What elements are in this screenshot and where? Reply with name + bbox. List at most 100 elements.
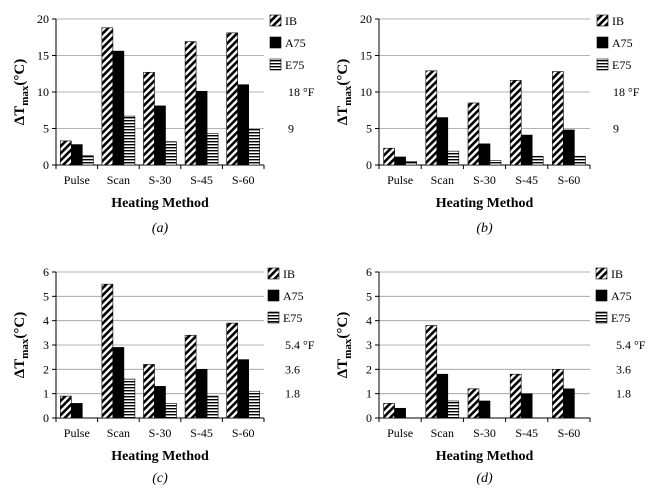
secondary-tick-label: 1.8	[616, 387, 631, 401]
bar	[101, 27, 114, 166]
y-tick-label: 3	[43, 338, 49, 352]
x-axis-title: Heating Method	[436, 196, 534, 211]
bar	[520, 134, 533, 166]
x-tick-label: Pulse	[64, 426, 90, 440]
y-tick-label: 1	[43, 387, 49, 401]
y-tick-label: 0	[43, 411, 49, 425]
secondary-tick-label: 5.4 °F	[616, 338, 646, 352]
y-tick-label: 10	[360, 85, 372, 99]
bar	[112, 347, 125, 419]
bar	[195, 90, 208, 166]
bar	[143, 71, 155, 166]
x-tick-label: Scan	[431, 173, 454, 187]
legend-label: E75	[611, 311, 630, 325]
y-tick-label: 6	[43, 265, 49, 279]
secondary-tick-label: 1.8	[285, 387, 300, 401]
bar	[520, 393, 533, 419]
x-tick-label: Scan	[107, 173, 130, 187]
bar	[154, 105, 166, 166]
bar	[425, 325, 438, 419]
bar	[195, 369, 208, 419]
y-axis-title: ΔTmax(°C)	[12, 312, 31, 378]
secondary-tick-label: 18 °F	[288, 85, 315, 99]
x-tick-label: S-30	[473, 173, 496, 187]
bar	[405, 161, 417, 166]
legend-label: E75	[283, 311, 302, 325]
legend-label: IB	[283, 267, 295, 281]
bar	[206, 395, 219, 419]
bar	[447, 150, 460, 166]
y-tick-label: 5	[43, 122, 49, 136]
legend-swatch	[267, 311, 280, 324]
y-tick-label: 20	[37, 12, 49, 26]
bar	[101, 283, 114, 419]
bar	[489, 160, 502, 166]
legend-label: IB	[612, 14, 624, 28]
legend-label: E75	[612, 58, 631, 72]
y-tick-label: 2	[366, 362, 372, 376]
bar	[143, 364, 155, 419]
bar	[184, 334, 197, 419]
bar	[467, 388, 480, 419]
y-axis-title: ΔTmax(°C)	[335, 312, 354, 378]
legend-swatch	[269, 14, 282, 27]
bar	[248, 128, 260, 166]
secondary-tick-label: 3.6	[616, 362, 631, 376]
x-tick-label: Pulse	[64, 173, 90, 187]
legend-swatch	[596, 36, 609, 49]
bar	[563, 129, 575, 166]
chart-panel: 0 1 2 3 4 5 6 Pulse Scan S-30 S-45 S-60 Heating Meth…	[335, 265, 646, 486]
bar	[383, 403, 395, 419]
panel-label: (c)	[152, 471, 168, 486]
bar	[383, 147, 395, 166]
bar	[436, 117, 449, 166]
x-tick-label: S-60	[558, 173, 581, 187]
legend-label: A75	[612, 36, 633, 50]
legend-swatch	[595, 267, 608, 280]
bar	[237, 359, 249, 419]
y-tick-label: 5	[366, 289, 372, 303]
secondary-tick-label: 9	[288, 122, 294, 136]
bar	[563, 388, 575, 419]
legend: IB A75 E75	[267, 267, 304, 325]
y-tick-label: 4	[43, 314, 49, 328]
chart-panel: 0 5 10 15 20 Pulse Scan S-30 S-45 S-60 Heating Met…	[12, 12, 315, 236]
bar	[123, 378, 136, 419]
y-tick-label: 5	[366, 122, 372, 136]
legend-label: IB	[285, 14, 297, 28]
y-axis-title: ΔTmax(°C)	[335, 59, 354, 125]
x-tick-label: S-45	[515, 173, 538, 187]
bar	[71, 403, 83, 419]
bar	[59, 140, 72, 166]
secondary-tick-label: 9	[613, 122, 619, 136]
y-tick-label: 6	[366, 265, 372, 279]
x-tick-label: S-60	[232, 173, 255, 187]
panel-label: (d)	[476, 471, 493, 486]
x-tick-label: S-45	[190, 426, 213, 440]
y-tick-label: 10	[37, 85, 49, 99]
x-tick-label: S-60	[232, 426, 255, 440]
chart-panel: 0 1 2 3 4 5 6 Pulse Scan S-30 S-45 S-60 Heating Meth…	[12, 265, 315, 486]
legend-swatch	[595, 289, 608, 302]
legend-swatch	[267, 267, 280, 280]
y-tick-label: 20	[360, 12, 372, 26]
legend-label: A75	[283, 289, 304, 303]
y-tick-label: 0	[366, 411, 372, 425]
bar	[82, 155, 94, 166]
y-tick-label: 0	[43, 158, 49, 172]
x-axis-title: Heating Method	[436, 449, 534, 464]
y-tick-label: 15	[37, 49, 49, 63]
bar	[184, 41, 197, 166]
bar	[123, 115, 136, 166]
legend-swatch	[596, 14, 609, 27]
y-axis-title: ΔTmax(°C)	[12, 59, 31, 125]
y-tick-label: 3	[366, 338, 372, 352]
bar	[226, 32, 238, 166]
legend-swatch	[267, 289, 280, 302]
bar	[226, 322, 238, 419]
y-tick-label: 2	[43, 362, 49, 376]
legend-label: E75	[285, 58, 304, 72]
y-tick-label: 4	[366, 314, 372, 328]
bar	[394, 156, 406, 166]
x-tick-label: S-30	[149, 173, 172, 187]
